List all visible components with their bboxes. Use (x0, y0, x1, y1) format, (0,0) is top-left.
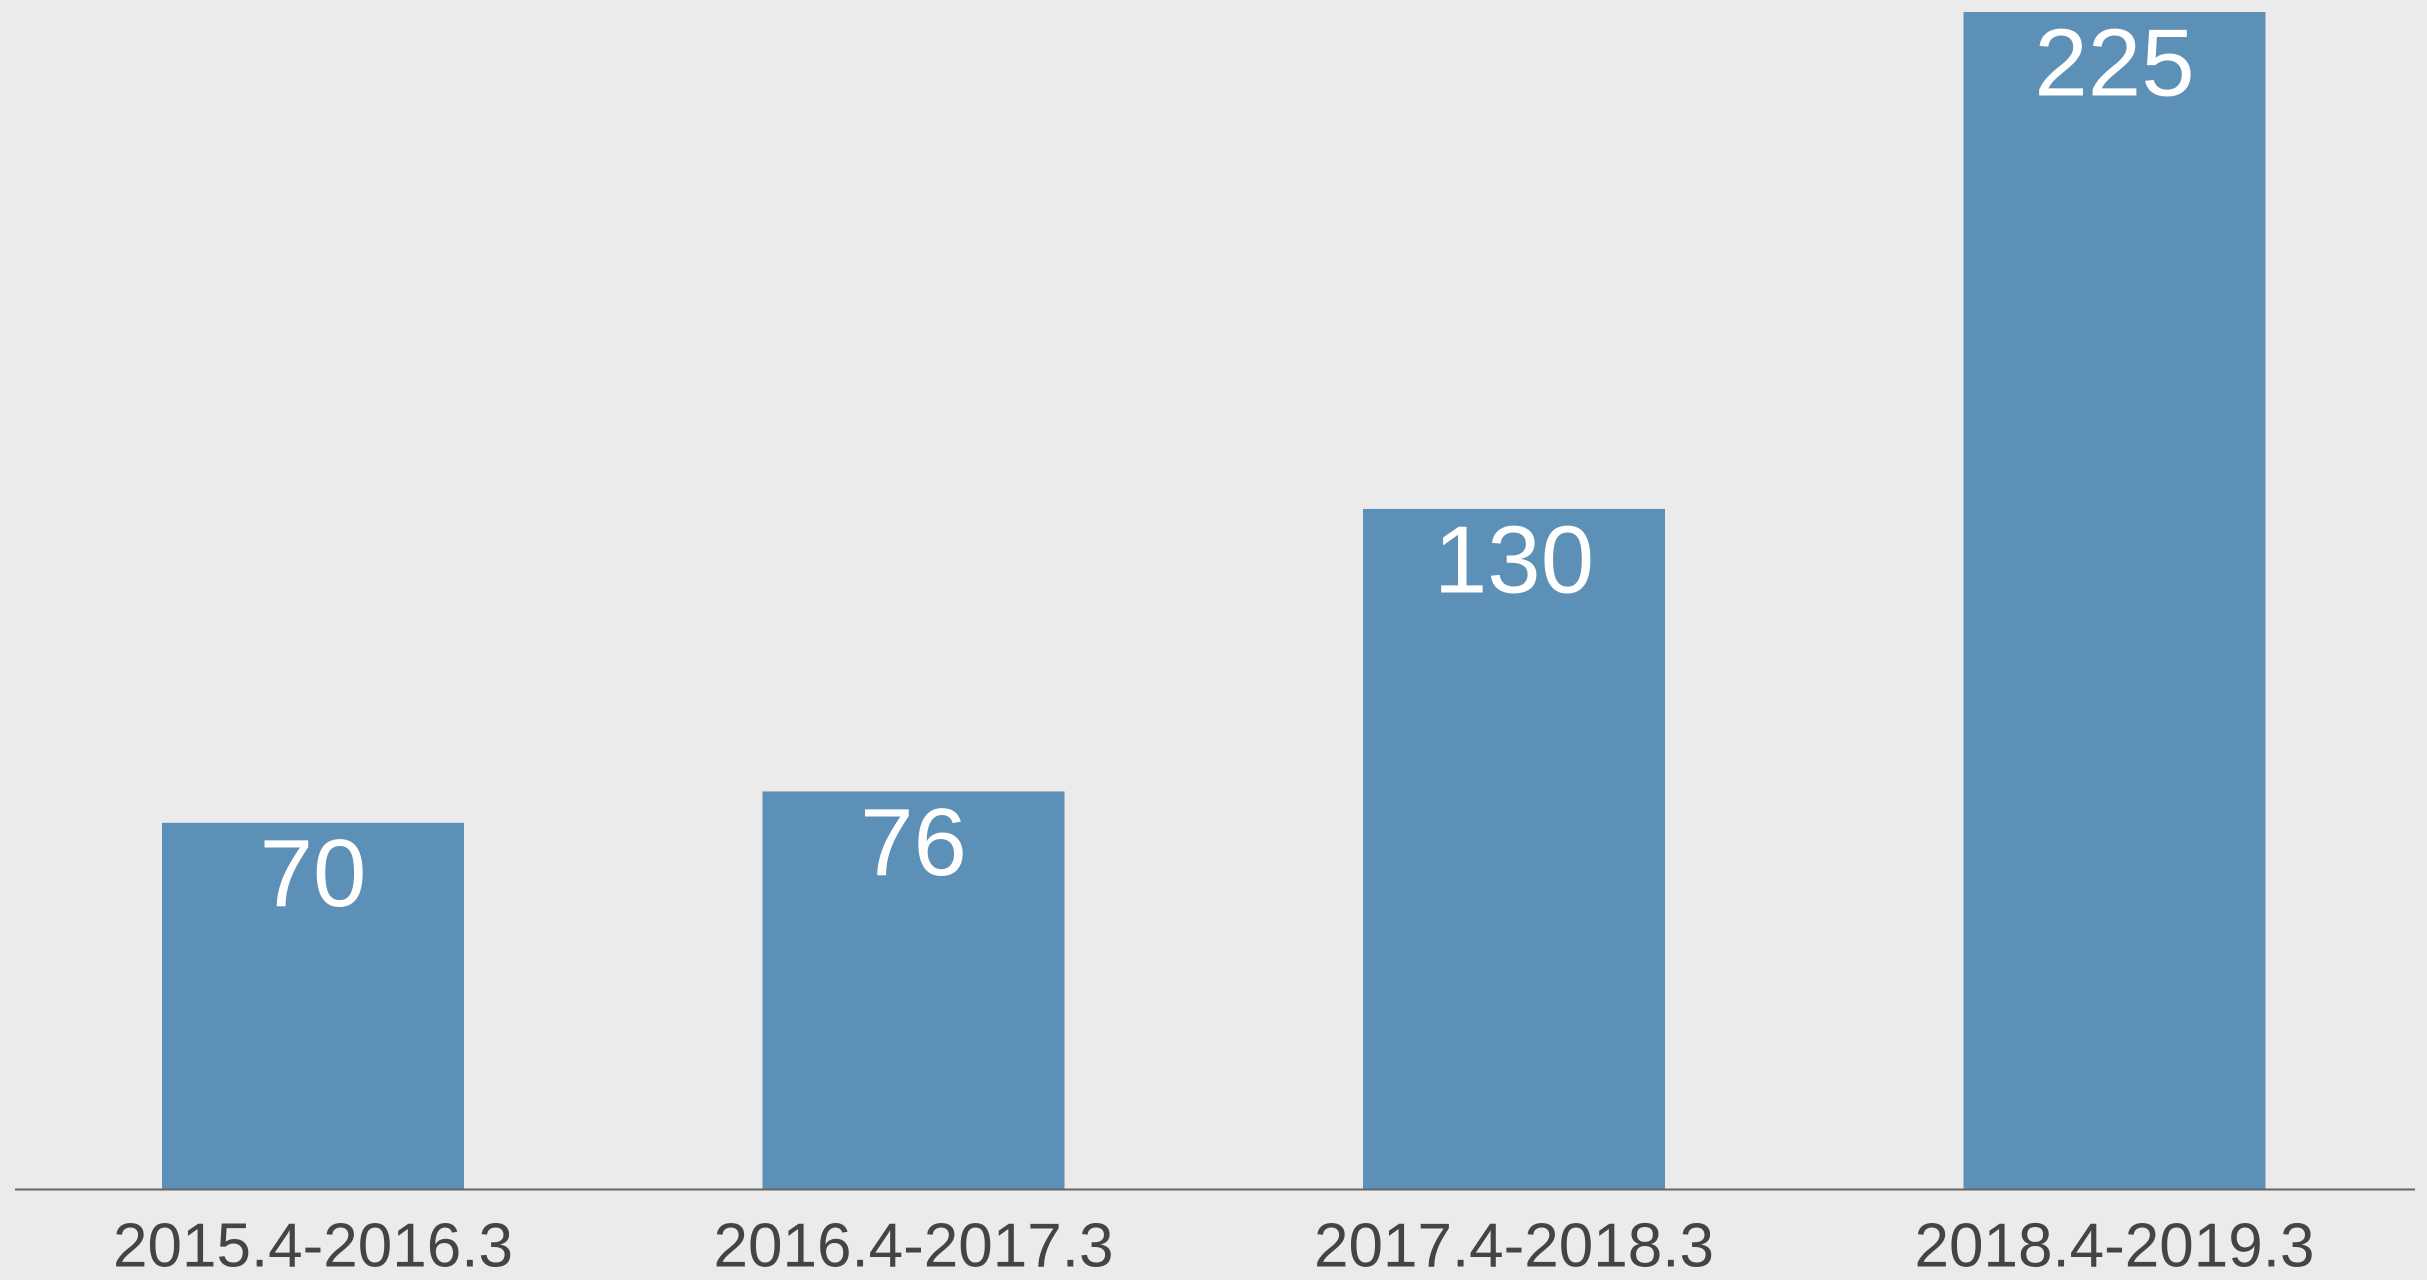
value-label: 130 (1434, 506, 1594, 613)
value-label: 76 (860, 789, 967, 896)
bar (1363, 508, 1665, 1189)
x-tick-label: 2017.4-2018.3 (1314, 1211, 1714, 1280)
bar (1963, 12, 2266, 1189)
bar (762, 791, 1065, 1189)
x-tick-label: 2015.4-2016.3 (113, 1211, 513, 1280)
x-tick-label: 2016.4-2017.3 (714, 1211, 1114, 1280)
value-label: 225 (2034, 9, 2194, 116)
value-label: 70 (260, 820, 367, 927)
bar (162, 822, 464, 1189)
x-tick-label: 2018.4-2019.3 (1915, 1211, 2315, 1280)
